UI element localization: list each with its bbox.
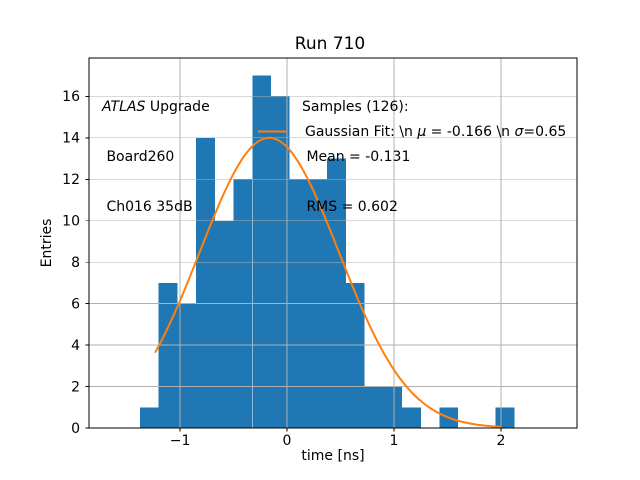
stats-block: Samples (126): Mean = -0.131 RMS = 0.602 xyxy=(302,66,410,249)
histogram-bar xyxy=(177,303,197,428)
x-tick-label: −1 xyxy=(170,433,191,449)
annotation-atlas-italic: ATLAS xyxy=(102,99,146,116)
legend-mu-symbol: μ xyxy=(417,124,427,140)
histogram-bar xyxy=(252,75,271,428)
histogram-bar xyxy=(196,137,215,429)
legend-label: Gaussian Fit: \n μ = -0.166 \n σ=0.65 xyxy=(305,124,566,140)
histogram-bar xyxy=(327,158,346,428)
histogram-bar xyxy=(214,220,234,428)
annotation-line-atlas: ATLAS Upgrade xyxy=(102,99,210,116)
annotation-line-channel: Ch016 35dB xyxy=(102,198,193,215)
chart-title: Run 710 xyxy=(294,34,366,54)
stats-rms: RMS = 0.602 xyxy=(302,198,398,215)
gaussian-curve xyxy=(154,136,501,428)
y-tick-label: 16 xyxy=(62,89,80,105)
y-tick-label: 8 xyxy=(71,255,80,271)
annotation-atlas-rest: Upgrade xyxy=(145,99,210,116)
x-tick-label: 0 xyxy=(283,433,292,449)
histogram-bar xyxy=(383,386,402,428)
y-tick-label: 6 xyxy=(71,297,80,313)
y-tick-label: 4 xyxy=(71,338,80,354)
x-axis-label: time [ns] xyxy=(301,448,365,464)
stats-samples: Samples (126): xyxy=(302,99,409,116)
annotation-block: ATLAS Upgrade Board260 Ch016 35dB xyxy=(102,66,210,249)
annotation-line-board: Board260 xyxy=(102,148,175,165)
stats-mean: Mean = -0.131 xyxy=(302,148,411,165)
histogram-bar xyxy=(364,386,384,428)
histogram-bar xyxy=(158,282,178,428)
y-tick-label: 2 xyxy=(71,379,80,395)
legend-sigma-symbol: σ xyxy=(514,124,524,140)
legend-text-2: = -0.166 \n xyxy=(426,124,515,140)
histogram-bar xyxy=(345,282,365,428)
y-tick-label: 10 xyxy=(62,214,80,230)
axes-box xyxy=(88,57,578,429)
y-tick-label: 14 xyxy=(62,131,80,147)
y-tick-label: 12 xyxy=(62,172,80,188)
legend-text-1: Gaussian Fit: \n xyxy=(305,124,418,140)
histogram-bar xyxy=(402,407,421,428)
histogram-bar xyxy=(495,407,515,428)
x-tick-label: 1 xyxy=(390,433,399,449)
histogram-bar xyxy=(139,407,159,428)
y-tick-label: 0 xyxy=(71,421,80,437)
y-axis-label: Entries xyxy=(39,218,55,268)
legend-text-3: =0.65 xyxy=(523,124,567,140)
x-tick-label: 2 xyxy=(497,433,506,449)
